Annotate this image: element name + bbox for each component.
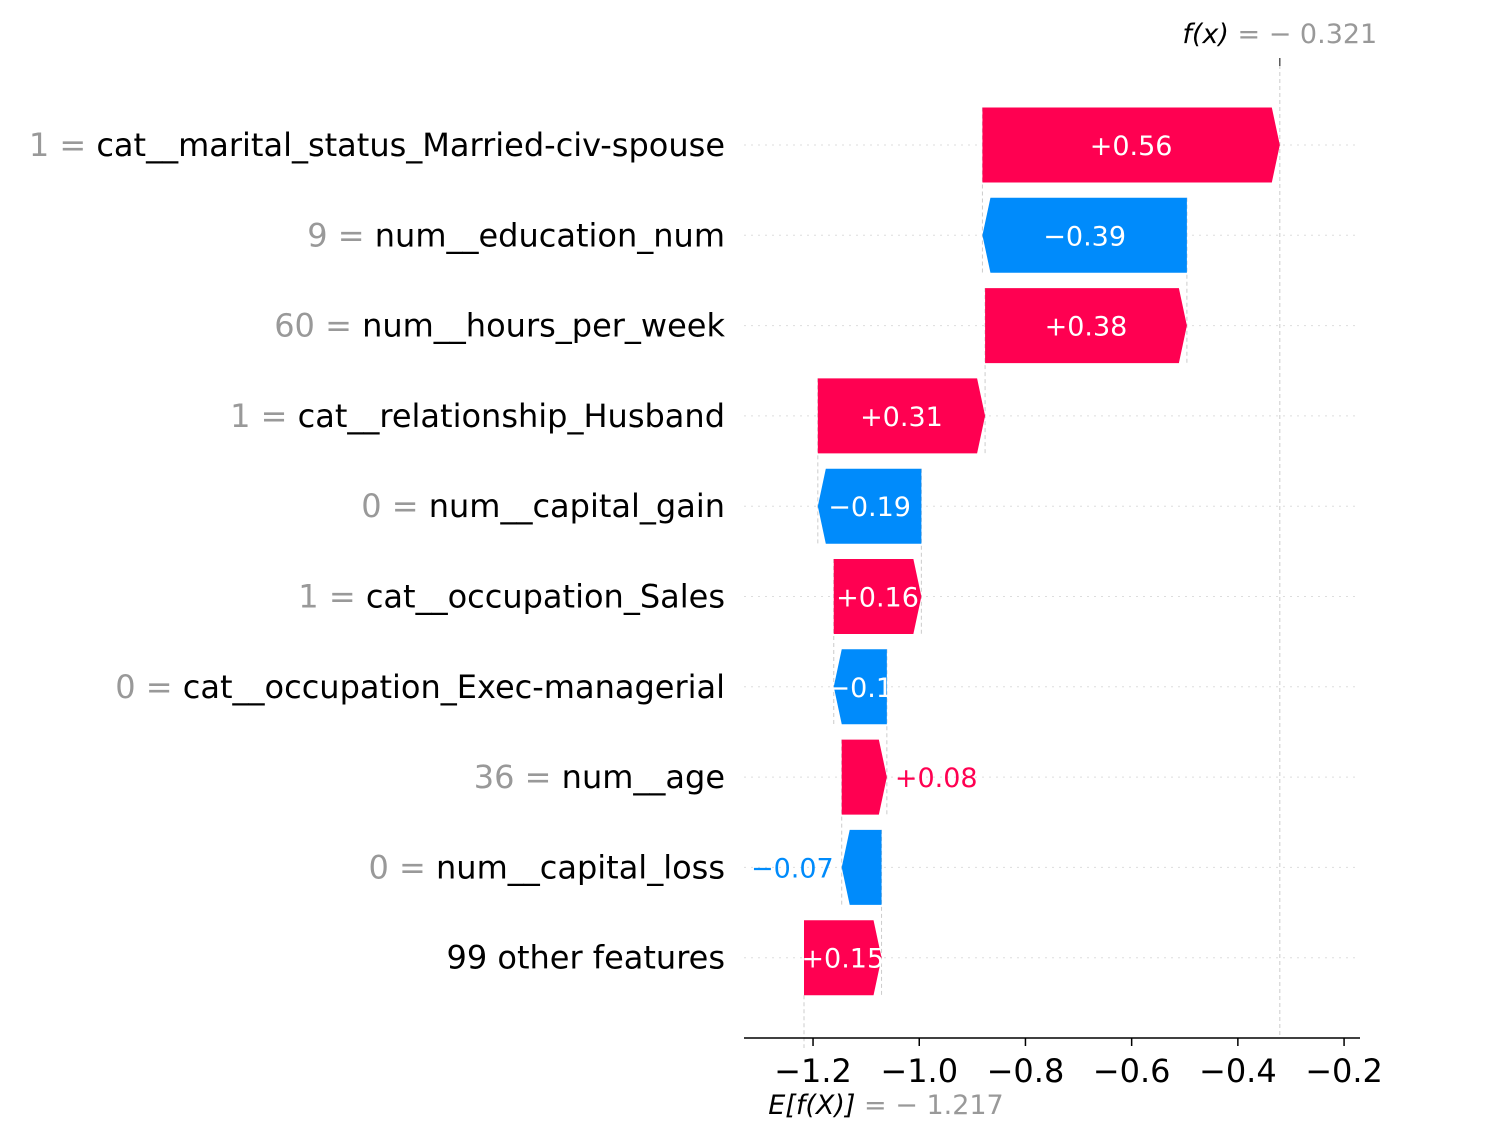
feature-name: num__age [562,758,725,796]
feature-label: 0 = num__capital_gain [361,487,725,525]
feature-value: 0 = [115,668,183,706]
feature-label: 1 = cat__relationship_Husband [230,397,725,435]
feature-value: 1 = [298,578,366,616]
bar-value-label: −0.1 [828,673,894,704]
x-tick-label: −0.4 [1199,1052,1277,1090]
bar-value-label: −0.07 [751,853,834,884]
bar-negative [833,649,887,725]
feature-value: 36 = [474,758,562,796]
feature-label: 1 = cat__marital_status_Married-civ-spou… [29,126,725,164]
bar-positive [841,739,887,815]
feature-label: 99 other features [446,939,725,977]
bar-positive [982,107,1280,183]
feature-name: cat__marital_status_Married-civ-spouse [96,126,725,164]
bar-value-label: +0.31 [860,402,943,433]
x-tick-label: −0.6 [1093,1052,1171,1090]
bar-value-label: +0.38 [1045,312,1128,343]
feature-name: cat__occupation_Sales [366,578,725,616]
bar-value-label: +0.08 [895,763,978,794]
bars: +0.56 −0.39 +0.38 +0.31 −0.19 +0.16 −0.1 +0.08 −… [751,107,1280,996]
fx-annotation: f(x) = − 0.321 [1182,19,1377,50]
feature-name: 99 other features [446,939,725,977]
bar-value-label: −0.39 [1043,221,1126,252]
bar-value-label: −0.19 [828,492,911,523]
x-tick-label: −0.8 [987,1052,1065,1090]
bar-negative [841,829,882,905]
feature-label: 9 = num__education_num [307,216,725,254]
feature-name: cat__relationship_Husband [298,397,725,435]
bar-value-label: +0.15 [801,944,884,975]
feature-name: num__capital_gain [429,487,725,525]
feature-name: num__education_num [375,216,725,254]
connector-lines [803,58,1281,1048]
feature-labels: 1 = cat__marital_status_Married-civ-spou… [29,126,726,977]
bar-positive [833,559,922,634]
x-axis: −1.2 −1.0 −0.8 −0.6 −0.4 −0.2 [744,1037,1383,1090]
ex-label: E[f(X)] [768,1090,864,1121]
feature-value: 9 = [307,216,375,254]
bar-value-label: +0.16 [836,583,919,614]
feature-value: 1 = [29,126,97,164]
bar-positive [985,288,1187,364]
feature-name: cat__occupation_Exec-managerial [183,668,725,706]
feature-value: 0 = [368,848,436,886]
bar-negative [982,197,1187,273]
fx-value: = − 0.321 [1238,19,1378,50]
x-tick-label: −1.0 [880,1052,958,1090]
feature-label: 36 = num__age [474,758,725,796]
x-tick-label: −0.2 [1305,1052,1383,1090]
feature-label: 0 = num__capital_loss [368,848,725,886]
bar-positive [804,920,882,996]
fx-label: f(x) [1182,19,1237,50]
feature-value: 0 = [361,487,429,525]
feature-label: 60 = num__hours_per_week [274,307,725,345]
feature-label: 1 = cat__occupation_Sales [298,578,725,616]
x-tick-label: −1.2 [774,1052,852,1090]
feature-label: 0 = cat__occupation_Exec-managerial [115,668,725,706]
bar-value-label: +0.56 [1090,131,1173,162]
annotations: f(x) = − 0.321 E[f(X)] = − 1.217 [768,19,1377,1121]
bar-negative [817,468,922,544]
feature-name: num__capital_loss [436,848,725,886]
feature-name: num__hours_per_week [362,307,725,345]
bar-positive [817,378,986,454]
feature-value: 1 = [230,397,298,435]
ex-value: = − 1.217 [864,1090,1004,1121]
ex-annotation: E[f(X)] = − 1.217 [768,1090,1004,1121]
feature-value: 60 = [274,307,362,345]
